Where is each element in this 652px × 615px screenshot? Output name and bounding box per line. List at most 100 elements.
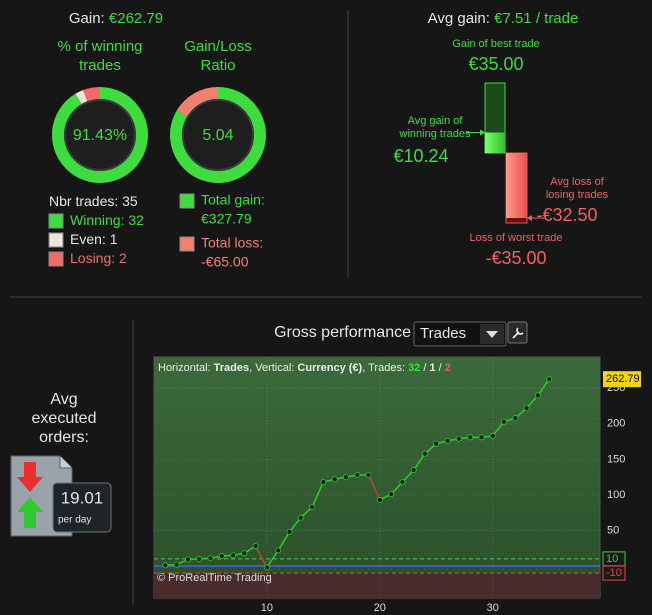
annotation: Gain of best trade (452, 38, 539, 50)
orders-icon (10, 455, 112, 537)
donut-title: Gain/Loss (184, 38, 252, 55)
legend-entry: Total gain: (201, 192, 265, 208)
arrow-head (480, 129, 485, 136)
point (501, 418, 508, 425)
text-part: Nbr trades: (49, 193, 122, 209)
donut-segment (75, 90, 88, 105)
text-part: Horizontal: (158, 362, 214, 374)
point (455, 435, 462, 442)
text-part: 35 (122, 193, 138, 209)
point (320, 479, 327, 486)
annotation: losing trades (546, 189, 609, 201)
point (309, 504, 316, 511)
orders-title: orders: (39, 429, 89, 446)
legend-entry: Losing: 2 (70, 250, 127, 266)
orders-title: Avg (50, 391, 77, 408)
credit: © ProRealTime Trading (157, 572, 272, 584)
y-tick-label: 50 (607, 524, 619, 536)
dropdown-arrow (486, 331, 498, 338)
text-part: Winning: (70, 212, 128, 228)
point (534, 392, 541, 399)
text-part: 1 (429, 362, 435, 374)
trade-count: Nbr trades: 35 (49, 193, 138, 209)
x-tick-label: 20 (374, 602, 386, 614)
point (365, 472, 372, 479)
text-part: / (420, 362, 429, 374)
donut-title: trades (79, 57, 121, 74)
orders-title: executed (32, 410, 97, 427)
point (331, 476, 338, 483)
donut-hole (64, 99, 136, 171)
point (196, 555, 203, 562)
wrench-icon (512, 327, 524, 339)
legend-swatch (48, 232, 64, 248)
reference-label: 10 (606, 553, 618, 565)
y-tick-label: 150 (607, 453, 625, 465)
point (421, 450, 428, 457)
point (275, 547, 282, 554)
point (467, 434, 474, 441)
point (184, 556, 191, 563)
loss-zone (154, 573, 600, 598)
donut-title: Ratio (200, 57, 235, 74)
annotation: Avg loss of (550, 176, 605, 188)
plot-area (153, 356, 601, 599)
annotation: Avg gain of (408, 115, 464, 127)
bar (506, 153, 527, 218)
point (297, 514, 304, 521)
donut-title: % of winning (57, 38, 142, 55)
point (433, 440, 440, 447)
point (354, 472, 361, 479)
legend-value: -€65.00 (201, 254, 249, 270)
chart-info: Horizontal: Trades, Vertical: Currency (… (158, 362, 451, 374)
text-part: Avg gain: (428, 10, 494, 27)
bar (485, 132, 505, 153)
annotation-value: €35.00 (468, 54, 523, 74)
orders-value: 19.01 (61, 488, 104, 507)
legend-swatch (48, 213, 64, 229)
point (376, 496, 383, 503)
point (342, 474, 349, 481)
text-part: 1 (110, 231, 118, 247)
text-part: €7.51 / trade (494, 10, 578, 27)
legend-entry: Winning: 32 (70, 212, 144, 228)
text-part: Even: (70, 231, 110, 247)
legend-entry: Total loss: (201, 235, 263, 251)
donut-segment (176, 87, 218, 117)
point (173, 561, 180, 568)
loss-segment (367, 474, 381, 501)
chart-header: Gross performance (274, 324, 411, 341)
dropdown-value[interactable]: Trades (420, 325, 466, 342)
point (478, 434, 485, 441)
point (207, 555, 214, 562)
avg-gain-summary: Avg gain: €7.51 / trade (428, 10, 579, 27)
point (410, 467, 417, 474)
ratio-value: 5.04 (202, 127, 233, 144)
annotation-value: -€35.00 (485, 248, 546, 268)
text-part: , Vertical: (249, 362, 297, 374)
legend-swatch (179, 193, 195, 209)
point (399, 479, 406, 486)
point (388, 491, 395, 498)
point (546, 376, 553, 383)
reference-badge (602, 565, 626, 581)
text-part: Currency (€) (297, 362, 362, 374)
legend-swatch (48, 251, 64, 267)
point (162, 562, 169, 569)
reference-label: -10 (606, 567, 622, 579)
legend-entry: Even: 1 (70, 231, 118, 247)
point (230, 552, 237, 559)
text-part: 2 (445, 362, 451, 374)
loss-segment (254, 545, 268, 568)
annotation: Loss of worst trade (470, 232, 563, 244)
text-part: 32 (128, 212, 144, 228)
annotation: winning trades (399, 128, 471, 140)
orders-unit: per day (58, 515, 91, 526)
y-tick-label: 200 (607, 418, 625, 430)
text-part: / (436, 362, 445, 374)
y-tick-label: 100 (607, 489, 625, 501)
donut-hole (182, 99, 254, 171)
x-tick-label: 30 (487, 602, 499, 614)
